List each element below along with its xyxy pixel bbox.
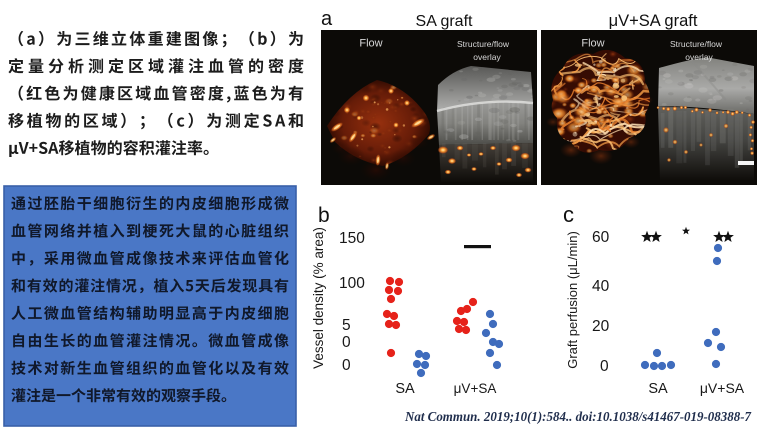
svg-text:5: 5 [342,317,351,334]
svg-text:Vessel density (% area): Vessel density (% area) [311,227,326,369]
svg-text:20: 20 [592,318,610,335]
svg-text:0: 0 [600,358,609,375]
svg-text:Nat Commun. 2019;10(1):584.. d: Nat Commun. 2019;10(1):584.. doi:10.1038… [404,409,752,424]
svg-text:μV+SA: μV+SA [454,381,497,396]
svg-text:60: 60 [592,229,610,246]
svg-text:c: c [563,202,574,227]
svg-text:Structure/flow: Structure/flow [670,39,723,49]
svg-text:0: 0 [342,334,351,351]
svg-text:Flow: Flow [581,38,604,50]
svg-text:overlay: overlay [473,52,501,62]
svg-text:μV+SA graft: μV+SA graft [609,12,698,30]
svg-text:SA: SA [648,381,668,397]
svg-text:a: a [321,8,333,30]
svg-text:b: b [318,204,330,227]
svg-text:0: 0 [342,357,351,374]
svg-text:μV+SA: μV+SA [700,380,745,396]
svg-text:Flow: Flow [359,38,382,50]
svg-text:100: 100 [339,275,365,292]
svg-text:SA graft: SA graft [416,13,473,30]
svg-text:150: 150 [339,230,365,247]
svg-text:SA: SA [395,381,415,397]
svg-text:overlay: overlay [685,52,713,62]
svg-text:Structure/flow: Structure/flow [457,39,510,49]
svg-text:40: 40 [592,278,610,295]
svg-text:Graft perfusion (μL/min): Graft perfusion (μL/min) [565,231,580,369]
